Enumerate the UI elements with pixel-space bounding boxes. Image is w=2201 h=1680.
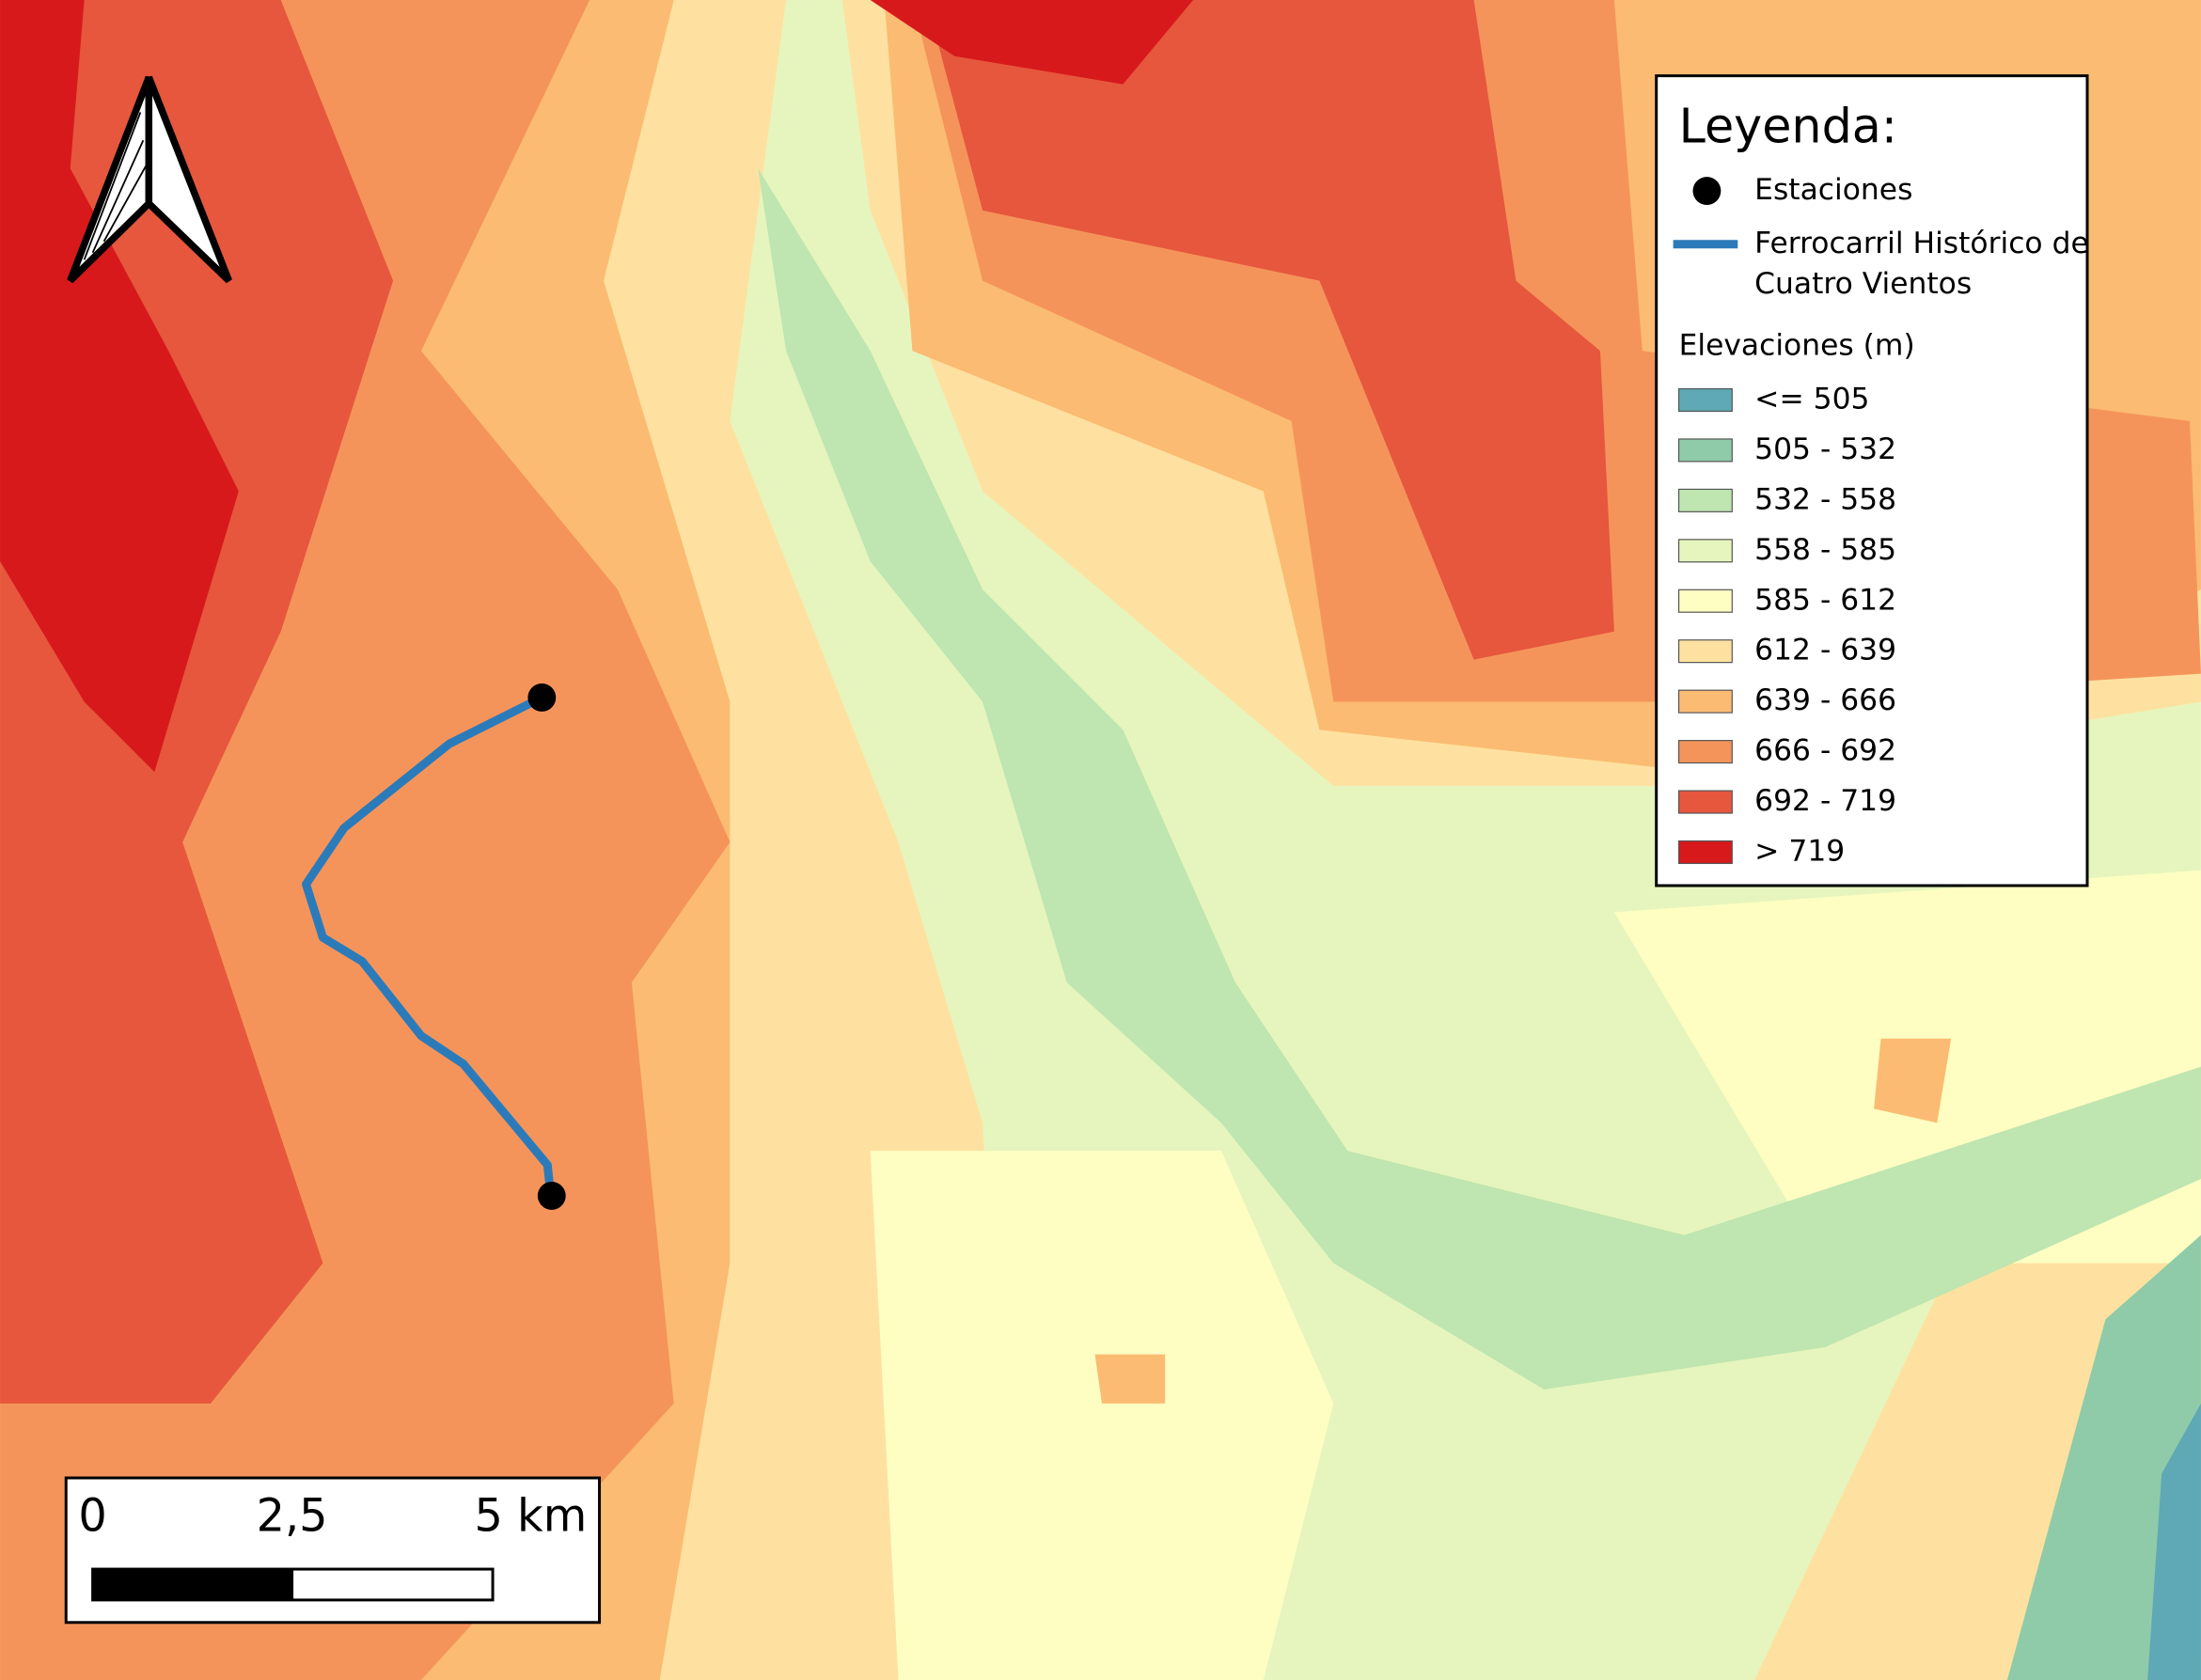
north-arrow — [67, 75, 232, 284]
legend-classes: <= 505 505 - 532 532 - 558 558 - 585 585 - 6… — [1677, 382, 1896, 868]
elevation-zone — [870, 1151, 1334, 1680]
legend-label: 612 - 639 — [1754, 634, 1896, 667]
legend-label: 558 - 585 — [1754, 533, 1896, 567]
station — [527, 683, 557, 712]
legend-label: 666 - 692 — [1754, 734, 1896, 768]
scale-label: 5 km — [475, 1490, 588, 1542]
legend-label: > 719 — [1754, 834, 1845, 868]
legend-label: Ferrocarril Histórico de — [1754, 227, 2089, 260]
legend-swatch — [1677, 438, 1733, 463]
elevation-zone — [1094, 1354, 1166, 1404]
legend-swatch — [1677, 488, 1733, 512]
legend-label: 639 - 666 — [1754, 683, 1896, 717]
elevation-zone — [870, 0, 1194, 85]
legend: Leyenda: Estaciones Ferrocarril Históric… — [1655, 74, 2089, 887]
legend-swatch — [1677, 539, 1733, 563]
elevation-zone — [2147, 1403, 2201, 1680]
legend-swatch — [1677, 840, 1733, 865]
legend-label: 532 - 558 — [1754, 482, 1896, 516]
station — [537, 1182, 566, 1210]
legend-label: Estaciones — [1754, 173, 1912, 207]
elevation-zone — [758, 168, 2201, 1390]
elevation-zone — [1874, 1038, 1952, 1123]
legend-label: Cuatro Vientos — [1754, 267, 1972, 301]
railway-line — [302, 693, 557, 1209]
legend-swatch — [1677, 689, 1733, 714]
legend-swatch — [1677, 639, 1733, 664]
legend-label: 585 - 612 — [1754, 583, 1896, 617]
legend-label: 505 - 532 — [1754, 432, 1896, 466]
legend-label: 692 - 719 — [1754, 784, 1896, 818]
elevation-zone — [2006, 1234, 2201, 1680]
legend-swatch — [1677, 790, 1733, 814]
legend-subtitle: Elevaciones (m) — [1679, 329, 1915, 363]
legend-label: <= 505 — [1754, 382, 1869, 416]
elevation-zone — [926, 0, 1614, 660]
legend-swatch — [1677, 387, 1733, 413]
scale-label: 2,5 — [257, 1490, 328, 1542]
legend-swatch — [1677, 589, 1733, 613]
legend-station-symbol — [1692, 177, 1721, 205]
elevation-zone — [0, 0, 239, 773]
legend-title: Leyenda: — [1679, 98, 1897, 153]
legend-swatch — [1677, 740, 1733, 764]
scale-label: 0 — [78, 1490, 106, 1542]
scale-bar: 0 2,5 5 km — [64, 1476, 602, 1625]
